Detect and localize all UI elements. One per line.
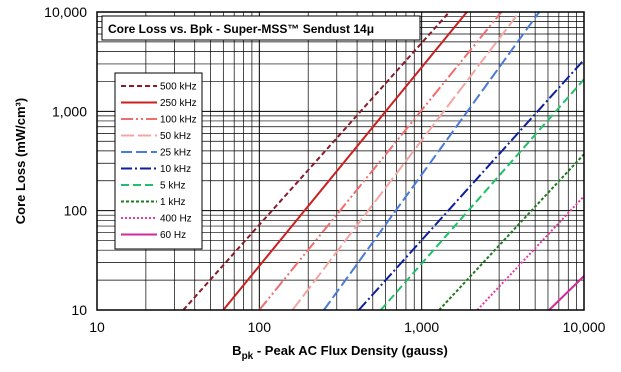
series-line [182, 11, 451, 311]
legend-label: 500 kHz [160, 82, 197, 93]
y-axis-title: Core Loss (mW/cm³) [13, 98, 28, 224]
series-line [358, 59, 585, 311]
series-line [438, 153, 585, 311]
legend-label: 50 kHz [160, 131, 191, 142]
x-tick-label: 1,000 [404, 319, 439, 335]
series-line [323, 11, 541, 311]
legend-label: 1 kHz [160, 197, 186, 208]
y-tick-label: 1,000 [52, 103, 87, 119]
x-axis-title: Bpk - Peak AC Flux Density (gauss) [232, 343, 448, 362]
legend-label: 5 kHz [160, 181, 186, 192]
series-line [291, 11, 521, 311]
chart-title: Core Loss vs. Bpk - Super-MSS™ Sendust 1… [108, 22, 374, 36]
legend-label: 25 kHz [160, 148, 191, 159]
plot-area-frame [96, 11, 585, 311]
y-tick-label: 10,000 [44, 4, 87, 20]
tick-labels: 10 100 1,000 10,000 10 100 1,000 10,000 [44, 4, 605, 335]
y-tick-label: 100 [64, 203, 88, 219]
x-axis-title-subscript: pk [242, 351, 254, 362]
x-tick-label: 100 [248, 319, 272, 335]
x-axis-title-main: B [232, 343, 241, 358]
series-line [548, 275, 585, 311]
x-axis-title-rest: - Peak AC Flux Density (gauss) [253, 343, 448, 358]
legend-label: 60 Hz [160, 230, 186, 241]
y-tick-label: 10 [71, 302, 87, 318]
series-line [222, 11, 468, 311]
series-line [380, 78, 585, 311]
x-tick-label: 10 [89, 319, 105, 335]
x-tick-label: 10,000 [563, 319, 606, 335]
legend-label: 250 kHz [160, 98, 197, 109]
legend-label: 10 kHz [160, 164, 191, 175]
chart-title-box [101, 15, 421, 41]
series-line [258, 11, 503, 311]
legend-label: 100 kHz [160, 115, 197, 126]
legend-label: 400 Hz [160, 214, 192, 225]
series-line [476, 195, 585, 311]
series-lines [182, 11, 585, 311]
legend: 500 kHz 250 kHz 100 kHz 50 kHz 25 kHz 10 kHz 5… [114, 72, 203, 250]
